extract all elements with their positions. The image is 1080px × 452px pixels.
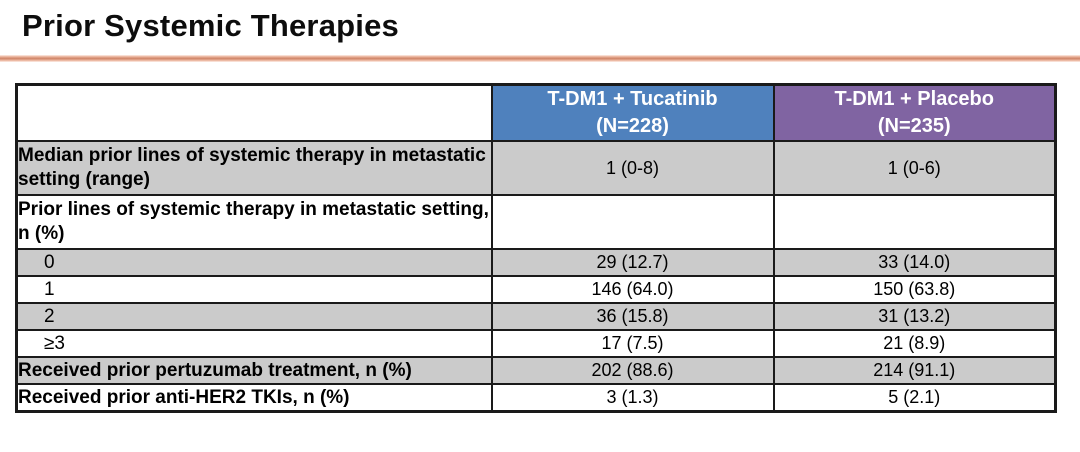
- header-tucatinib-cell: T-DM1 + Tucatinib (N=228): [490, 83, 775, 143]
- row-label-cell: 2: [15, 302, 493, 332]
- placebo-value-cell: 21 (8.9): [772, 329, 1057, 359]
- placebo-value-cell: 1 (0-6): [772, 140, 1057, 197]
- table-row-lines-1: 1 146 (64.0) 150 (63.8): [15, 275, 1057, 305]
- title-divider: [0, 54, 1080, 62]
- table-row-anti-her2-tkis: Received prior anti-HER2 TKIs, n (%) 3 (…: [15, 383, 1057, 413]
- placebo-value-cell: 214 (91.1): [772, 356, 1057, 386]
- row-label-cell: Median prior lines of systemic therapy i…: [15, 140, 493, 197]
- table-header-row: T-DM1 + Tucatinib (N=228) T-DM1 + Placeb…: [15, 83, 1057, 143]
- placebo-value-cell: [772, 194, 1057, 251]
- tucatinib-value-cell: 3 (1.3): [490, 383, 775, 413]
- row-label-cell: 0: [15, 248, 493, 278]
- tucatinib-arm-n: (N=228): [596, 114, 669, 137]
- row-label-cell: Prior lines of systemic therapy in metas…: [15, 194, 493, 251]
- row-label-cell: Received prior pertuzumab treatment, n (…: [15, 356, 493, 386]
- row-label-cell: ≥3: [15, 329, 493, 359]
- row-label-cell: Received prior anti-HER2 TKIs, n (%): [15, 383, 493, 413]
- page-title: Prior Systemic Therapies: [22, 8, 399, 43]
- table-row-lines-2: 2 36 (15.8) 31 (13.2): [15, 302, 1057, 332]
- table-row-lines-3plus: ≥3 17 (7.5) 21 (8.9): [15, 329, 1057, 359]
- tucatinib-value-cell: [490, 194, 775, 251]
- header-empty-cell: [15, 83, 493, 143]
- tucatinib-value-cell: 202 (88.6): [490, 356, 775, 386]
- table-row-lines-0: 0 29 (12.7) 33 (14.0): [15, 248, 1057, 278]
- table-row-pertuzumab: Received prior pertuzumab treatment, n (…: [15, 356, 1057, 386]
- tucatinib-value-cell: 146 (64.0): [490, 275, 775, 305]
- row-label-cell: 1: [15, 275, 493, 305]
- tucatinib-value-cell: 17 (7.5): [490, 329, 775, 359]
- placebo-value-cell: 31 (13.2): [772, 302, 1057, 332]
- table-row-prior-lines-header: Prior lines of systemic therapy in metas…: [15, 194, 1057, 251]
- placebo-arm-name: T-DM1 + Placebo: [834, 87, 995, 110]
- prior-therapies-table: T-DM1 + Tucatinib (N=228) T-DM1 + Placeb…: [15, 82, 1057, 413]
- tucatinib-arm-name: T-DM1 + Tucatinib: [547, 87, 718, 110]
- placebo-value-cell: 150 (63.8): [772, 275, 1057, 305]
- header-placebo-cell: T-DM1 + Placebo (N=235): [772, 83, 1057, 143]
- tucatinib-value-cell: 1 (0-8): [490, 140, 775, 197]
- tucatinib-value-cell: 36 (15.8): [490, 302, 775, 332]
- placebo-value-cell: 5 (2.1): [772, 383, 1057, 413]
- table-row-median-prior-lines: Median prior lines of systemic therapy i…: [15, 140, 1057, 197]
- placebo-value-cell: 33 (14.0): [772, 248, 1057, 278]
- tucatinib-value-cell: 29 (12.7): [490, 248, 775, 278]
- placebo-arm-n: (N=235): [877, 114, 951, 137]
